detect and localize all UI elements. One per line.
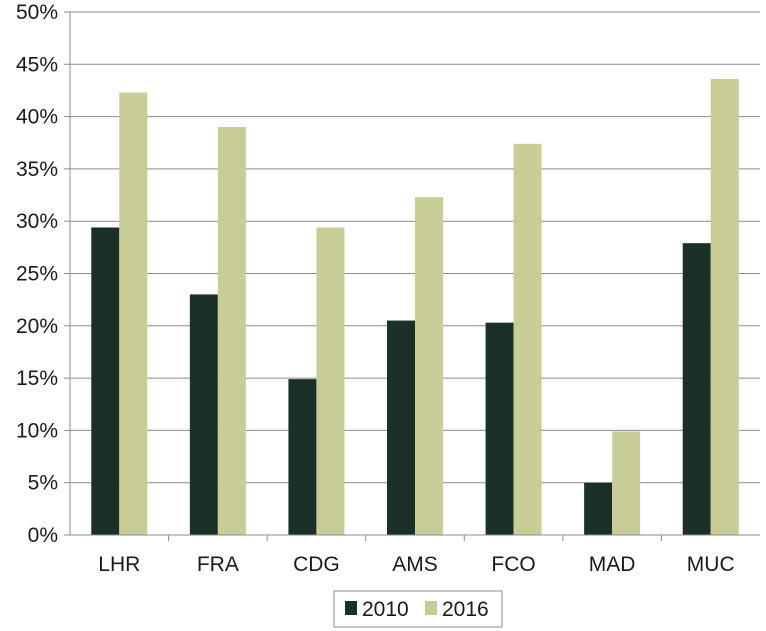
x-tick-label: CDG (293, 553, 340, 576)
bar-2010-lhr (91, 227, 120, 535)
legend-swatch-2016 (425, 601, 437, 615)
y-axis-tick-labels: 0% 5% 10% 15% 20% 25% 30% 35% 40% 45% 50% (16, 1, 58, 547)
x-tick-label: LHR (98, 553, 140, 576)
bar-2016-muc (710, 78, 739, 535)
x-tick-label: AMS (392, 553, 438, 576)
legend: 2010 2016 (333, 590, 503, 628)
y-tick-label: 40% (16, 106, 58, 129)
bar-2010-ams (387, 320, 415, 535)
bars (91, 78, 739, 536)
x-tick-label: FCO (491, 553, 535, 576)
y-tick-label: 50% (16, 1, 58, 24)
bar-2016-lhr (119, 92, 148, 536)
y-tick-label: 20% (16, 315, 58, 338)
y-tick-label: 45% (16, 53, 58, 76)
y-tick-label: 35% (16, 158, 58, 181)
x-tick-label: FRA (197, 553, 239, 576)
bar-2010-mad (584, 482, 613, 535)
y-tick-label: 25% (16, 263, 58, 286)
y-tick-label: 5% (28, 472, 58, 495)
bar-2010-fra (189, 294, 218, 535)
bar-2016-fra (217, 127, 246, 535)
bar-2016-ams (415, 197, 443, 535)
y-tick-label: 30% (16, 210, 58, 233)
y-tick-label: 15% (16, 367, 58, 390)
legend-label-2016: 2016 (442, 598, 489, 621)
y-tick-label: 10% (16, 419, 58, 442)
x-axis-tick-labels: LHR FRA CDG AMS FCO MAD MUC (98, 553, 734, 576)
legend-swatch-2010 (345, 601, 357, 615)
bar-2016-cdg (316, 227, 345, 535)
x-tick-label: MUC (687, 553, 735, 576)
bar-2010-cdg (288, 379, 317, 535)
axes (64, 11, 760, 541)
y-tick-label: 0% (28, 524, 58, 547)
x-tick-label: MAD (589, 553, 636, 576)
legend-box (333, 590, 503, 628)
bar-2010-muc (682, 243, 711, 535)
bar-2016-mad (612, 431, 641, 535)
bar-2016-fco (513, 143, 542, 535)
legend-label-2010: 2010 (362, 598, 409, 621)
bar-2010-fco (485, 322, 514, 535)
